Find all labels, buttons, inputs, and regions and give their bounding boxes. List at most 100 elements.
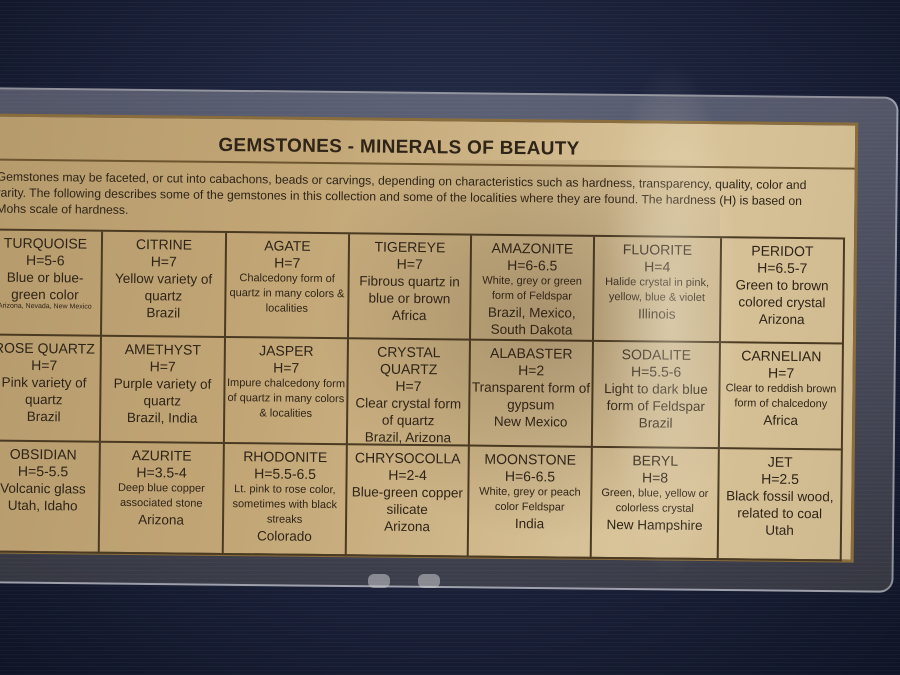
gemstone-cell: BERYL H=8 Green, blue, yellow or colorless… xyxy=(591,447,720,561)
gemstone-hardness: H=4 xyxy=(644,258,671,275)
gemstone-description: Green, blue, yellow or colorless crystal xyxy=(601,486,709,515)
gemstone-name: CITRINE xyxy=(135,236,193,253)
gemstone-name: PERIDOT xyxy=(751,242,814,260)
gemstone-description: Blue-green copper silicate xyxy=(351,484,463,518)
gemstone-hardness: H=5-6 xyxy=(25,251,65,269)
gemstone-description: White, grey or green form of Feldspar xyxy=(482,274,582,303)
gemstone-cell: AMAZONITE H=6-6.5 White, grey or green for… xyxy=(470,235,596,342)
gemstone-locality: Utah xyxy=(765,522,794,538)
gemstone-cell: TIGEREYE H=7 Fibrous quartz in blue or bro… xyxy=(348,234,473,341)
gemstone-cell: SODALITE H=5.5-6 Light to dark blue form o… xyxy=(592,341,721,450)
gemstone-locality: Brazil xyxy=(146,305,181,321)
gemstone-cell: CHRYSOCOLLA H=2-4 Blue-green copper silica… xyxy=(346,445,470,558)
gemstone-hardness: H=2 xyxy=(518,362,545,379)
gemstone-description: Impure chalcedony form of quartz in many… xyxy=(226,377,346,420)
gemstone-name: CRYSTAL QUARTZ xyxy=(377,343,441,378)
gemstone-name: JET xyxy=(767,453,793,470)
gemstone-grid: TURQUOISE H=5-6 Blue or blue-green color Ar… xyxy=(0,228,846,562)
gemstone-name: ALABASTER xyxy=(490,344,573,362)
gemstone-hardness: H=5.5-6.5 xyxy=(254,465,317,482)
gemstone-description: Yellow variety of quartz xyxy=(114,270,213,304)
gemstone-locality: Arizona xyxy=(138,512,185,528)
gemstone-locality: Brazil, Arizona xyxy=(364,429,452,446)
gemstone-hardness: H=7 xyxy=(149,358,176,375)
gemstone-name: ROSE QUARTZ xyxy=(0,339,95,357)
gemstone-name: SODALITE xyxy=(621,346,692,363)
gemstone-name: TURQUOISE xyxy=(3,234,88,252)
card-title: GEMSTONES - MINERALS OF BEAUTY xyxy=(218,134,580,160)
gemstone-name: TIGEREYE xyxy=(374,238,446,256)
gemstone-description: Transparent form of gypsum xyxy=(471,379,591,413)
gemstone-description: Lt. pink to rose color, sometimes with b… xyxy=(232,483,338,526)
gemstone-cell: ALABASTER H=2 Transparent form of gypsum Ne… xyxy=(469,340,594,448)
gemstone-hardness: H=3.5-4 xyxy=(136,464,187,481)
gemstone-name: CARNELIAN xyxy=(741,347,822,365)
gemstone-hardness: H=7 xyxy=(395,377,422,395)
gemstone-locality: Colorado xyxy=(256,528,312,544)
gemstone-locality: New Hampshire xyxy=(606,516,703,534)
gemstone-cell: CARNELIAN H=7 Clear to reddish brown form … xyxy=(719,343,844,451)
gemstone-description: Black fossil wood, related to coal xyxy=(726,488,834,522)
gemstone-cell: OBSIDIAN H=5-5.5 Volcanic glass Utah, Idaho xyxy=(0,441,101,554)
gemstone-locality: Brazil xyxy=(638,415,673,431)
gemstone-hardness: H=7 xyxy=(396,255,423,273)
gemstone-locality: Arizona, Nevada, New Mexico xyxy=(0,302,92,311)
gemstone-locality: India xyxy=(514,516,545,532)
gemstone-locality: Brazil, Mexico, South Dakota xyxy=(487,304,576,338)
gemstone-locality: Arizona xyxy=(384,518,430,535)
gemstone-locality: Utah, Idaho xyxy=(7,497,78,514)
gemstone-cell: TURQUOISE H=5-6 Blue or blue-green color Ar… xyxy=(0,230,104,337)
gemstone-description: Green to brown colored crystal xyxy=(735,277,829,311)
gemstone-hardness: H=7 xyxy=(274,254,301,271)
gemstone-cell: ROSE QUARTZ H=7 Pink variety of quartz Braz… xyxy=(0,335,102,443)
gemstone-cell: RHODONITE H=5.5-6.5 Lt. pink to rose color… xyxy=(223,443,348,557)
gemstone-locality: New Mexico xyxy=(493,413,568,430)
gemstone-cell: CRYSTAL QUARTZ H=7 Clear crystal form of q… xyxy=(347,339,471,447)
gemstone-hardness: H=8 xyxy=(641,469,669,486)
gemstone-name: AZURITE xyxy=(131,447,192,464)
gemstone-locality: Africa xyxy=(763,412,798,428)
gemstone-locality: Africa xyxy=(391,307,427,324)
gemstone-hardness: H=6-6.5 xyxy=(507,256,558,274)
gemstone-name: RHODONITE xyxy=(243,448,328,466)
gemstone-hardness: H=2.5 xyxy=(761,470,800,488)
gemstone-hardness: H=5.5-6 xyxy=(630,363,682,380)
gemstone-card: GEMSTONES - MINERALS OF BEAUTY Gemstones… xyxy=(0,113,859,563)
gemstone-name: BERYL xyxy=(632,452,679,469)
gemstone-cell: AMETHYST H=7 Purple variety of quartz Brazi… xyxy=(100,336,226,444)
gemstone-cell: FLUORITE H=4 Halide crystal in pink, yello… xyxy=(593,236,723,344)
gemstone-hardness: H=6.5-7 xyxy=(757,259,808,277)
gemstone-description: Blue or blue-green color xyxy=(6,269,84,303)
gemstone-cell: PERIDOT H=6.5-7 Green to brown colored cry… xyxy=(720,238,846,345)
gemstone-hardness: H=7 xyxy=(150,253,177,270)
gemstone-description: Purple variety of quartz xyxy=(113,375,212,409)
gemstone-locality: Brazil, India xyxy=(126,409,198,426)
case-latch xyxy=(368,574,390,588)
gemstone-name: MOONSTONE xyxy=(484,450,577,468)
gemstone-name: CHRYSOCOLLA xyxy=(354,449,461,467)
gemstone-cell: AGATE H=7 Chalcedony form of quartz in man… xyxy=(225,233,351,340)
gemstone-description: Pink variety of quartz xyxy=(1,374,87,408)
gemstone-locality: Brazil xyxy=(26,408,61,425)
gemstone-description: Fibrous quartz in blue or brown xyxy=(359,273,460,307)
gemstone-cell: CITRINE H=7 Yellow variety of quartz Brazil xyxy=(101,231,228,338)
gemstone-description: Deep blue copper associated stone xyxy=(117,481,205,510)
gemstone-name: AMAZONITE xyxy=(491,239,574,257)
gemstone-description: Light to dark blue form of Feldspar xyxy=(604,380,708,415)
gemstone-hardness: H=5-5.5 xyxy=(17,462,69,480)
gemstone-hardness: H=6-6.5 xyxy=(504,467,556,485)
gemstone-hardness: H=2-4 xyxy=(388,466,427,484)
gemstone-hardness: H=7 xyxy=(768,364,795,381)
gemstone-description: Clear crystal form of quartz xyxy=(355,395,462,429)
gemstone-cell: JASPER H=7 Impure chalcedony form of quart… xyxy=(224,337,349,446)
gemstone-cell: JET H=2.5 Black fossil wood, related to co… xyxy=(718,449,843,562)
gemstone-name: AGATE xyxy=(264,237,311,254)
gemstone-description: Chalcedony form of quartz in many colors… xyxy=(229,272,345,315)
gemstone-name: FLUORITE xyxy=(622,241,693,258)
gemstone-description: Halide crystal in pink, yellow, blue & v… xyxy=(605,275,710,305)
gemstone-cell: AZURITE H=3.5-4 Deep blue copper associate… xyxy=(99,442,225,555)
gemstone-description: White, grey or peach color Feldspar xyxy=(479,485,581,514)
gemstone-name: JASPER xyxy=(259,342,314,359)
gemstone-name: AMETHYST xyxy=(124,340,202,358)
gemstone-hardness: H=7 xyxy=(273,359,300,376)
